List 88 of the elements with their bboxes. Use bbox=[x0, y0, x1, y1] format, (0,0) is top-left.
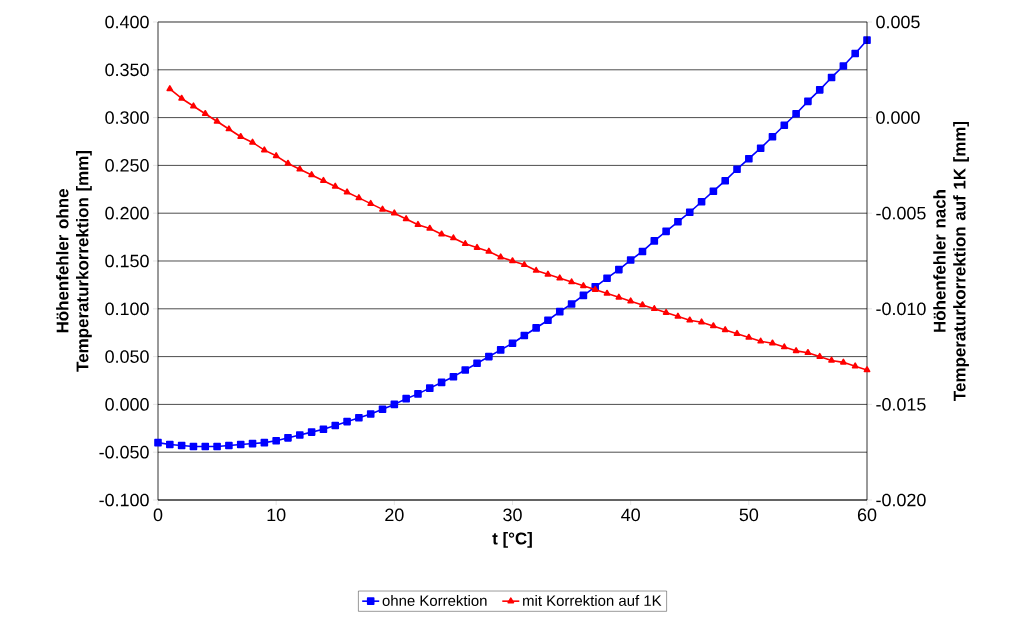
point bbox=[402, 215, 410, 222]
point bbox=[851, 362, 859, 369]
y-tick-label: 0.300 bbox=[105, 111, 149, 124]
point bbox=[709, 322, 717, 329]
x-tick-label: 60 bbox=[857, 508, 877, 522]
y2-tick-label: 0.000 bbox=[876, 111, 920, 124]
point bbox=[509, 257, 516, 264]
point bbox=[355, 194, 363, 201]
point bbox=[320, 176, 327, 183]
y2-tick-label: -0.020 bbox=[876, 493, 926, 507]
point bbox=[473, 243, 481, 250]
point bbox=[816, 352, 824, 359]
point bbox=[343, 188, 351, 195]
y-tick-label: 0.350 bbox=[105, 63, 149, 77]
point bbox=[603, 289, 611, 296]
y2-tick-label: -0.005 bbox=[876, 206, 926, 220]
legend-label: ohne Korrektion bbox=[382, 595, 487, 606]
y-tick-label: 0.050 bbox=[105, 350, 149, 363]
point bbox=[686, 316, 694, 323]
point bbox=[532, 266, 540, 273]
x-axis-title: t [°C] bbox=[492, 532, 532, 548]
point bbox=[367, 199, 375, 206]
point bbox=[190, 102, 197, 109]
point bbox=[556, 274, 564, 281]
x-tick-label: 10 bbox=[267, 508, 286, 522]
point bbox=[272, 152, 280, 159]
point bbox=[390, 209, 398, 216]
point bbox=[568, 278, 575, 285]
y-tick-label: 0.250 bbox=[105, 159, 149, 172]
point bbox=[615, 293, 623, 300]
point bbox=[497, 253, 505, 260]
y-tick-label: 0.000 bbox=[105, 398, 149, 411]
x-tick-label: 0 bbox=[153, 508, 163, 522]
point bbox=[804, 348, 812, 356]
point bbox=[296, 165, 304, 172]
point bbox=[863, 366, 871, 373]
y-tick-label: -0.050 bbox=[99, 445, 149, 459]
point bbox=[379, 205, 386, 212]
point bbox=[414, 220, 422, 227]
y-tick-label: -0.100 bbox=[99, 493, 149, 507]
point bbox=[237, 132, 245, 140]
y2-tick-label: -0.015 bbox=[876, 398, 926, 411]
point bbox=[580, 282, 587, 289]
point bbox=[650, 305, 658, 312]
point bbox=[780, 343, 788, 350]
y-axis-title: Höhenfehler ohne Temperaturkorrektion [mm] bbox=[56, 151, 92, 372]
y2-axis-title: Höhenfehler nach Temperaturkorrektion auf 1K [mm] bbox=[933, 121, 969, 401]
point bbox=[426, 224, 434, 231]
point bbox=[438, 230, 445, 237]
y-tick-label: 0.400 bbox=[105, 15, 149, 29]
point bbox=[485, 247, 493, 254]
point bbox=[733, 329, 741, 336]
point bbox=[520, 261, 528, 268]
legend-label: mit Korrektion auf 1K bbox=[523, 595, 662, 606]
point bbox=[225, 125, 233, 132]
point bbox=[260, 146, 268, 153]
x-tick-label: 50 bbox=[739, 508, 759, 522]
y-tick-label: 0.100 bbox=[105, 302, 149, 316]
x-tick-label: 30 bbox=[503, 508, 522, 522]
point bbox=[249, 138, 256, 145]
y-tick-label: 0.200 bbox=[105, 206, 149, 220]
y2-tick-label: -0.010 bbox=[876, 302, 926, 316]
point bbox=[698, 318, 705, 325]
point bbox=[178, 94, 186, 101]
point bbox=[662, 308, 670, 315]
point bbox=[201, 109, 209, 117]
point bbox=[308, 171, 316, 178]
point bbox=[639, 301, 646, 308]
point bbox=[757, 337, 765, 344]
x-tick-label: 20 bbox=[385, 508, 404, 522]
y-tick-label: 0.150 bbox=[105, 254, 149, 268]
point bbox=[745, 333, 753, 340]
point bbox=[839, 358, 847, 365]
point bbox=[828, 356, 835, 363]
x-tick-label: 40 bbox=[621, 508, 640, 522]
point bbox=[461, 239, 469, 247]
y2-tick-label: 0.005 bbox=[876, 15, 920, 29]
point bbox=[450, 234, 457, 241]
point bbox=[792, 347, 800, 354]
point bbox=[213, 117, 221, 124]
point bbox=[166, 85, 174, 92]
point bbox=[721, 326, 729, 333]
point bbox=[627, 297, 635, 304]
point bbox=[544, 270, 552, 277]
point bbox=[769, 339, 776, 346]
point bbox=[284, 159, 292, 166]
point bbox=[331, 182, 339, 189]
point bbox=[674, 312, 682, 319]
